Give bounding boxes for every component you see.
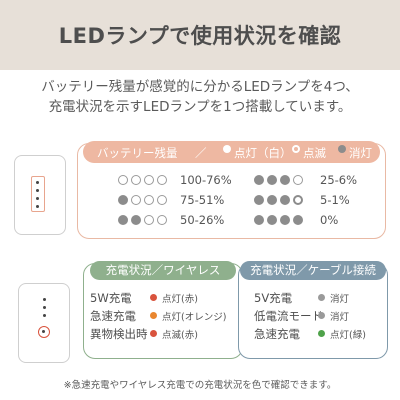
wireless-header: 充電状況／ワイヤレス (90, 261, 236, 280)
cable-mode-label: 急速充電 (254, 327, 300, 341)
cable-led-state: 点灯(緑) (330, 330, 366, 341)
charging-led-icon (38, 326, 50, 338)
battery-legend-header: バッテリー残量 ／ 点灯（白） 点滅 消灯 (83, 141, 380, 163)
battery-led-off-icon (157, 195, 167, 205)
battery-led-on-icon (118, 215, 128, 225)
battery-led-off-icon (144, 195, 154, 205)
cable-mode-label: 低電流モード (254, 309, 323, 323)
battery-level-label: 25-6% (320, 173, 358, 187)
cable-mode-label: 5V充電 (254, 291, 293, 305)
battery-led-on-icon (267, 175, 277, 185)
battery-led-off-icon (131, 195, 141, 205)
battery-led-on-icon (280, 195, 290, 205)
battery-led-on-icon (254, 215, 264, 225)
page-title: LEDランプで使用状況を確認 (58, 24, 342, 48)
battery-led-strip (31, 176, 45, 212)
legend-off-icon (338, 145, 346, 153)
battery-header-label: バッテリー残量 (97, 146, 178, 160)
battery-led-off-icon (157, 215, 167, 225)
battery-led-on-icon (293, 215, 303, 225)
cable-led-state: 消灯 (330, 294, 350, 305)
cable-header: 充電状況／ケーブル接続 (240, 261, 386, 280)
status-led-icon (150, 312, 157, 319)
battery-led-off-icon (144, 175, 154, 185)
battery-led-off-icon (118, 175, 128, 185)
legend-off-label: 消灯 (349, 146, 372, 160)
intro-line-2: 充電状況を示すLEDランプを1つ搭載しています。 (48, 99, 352, 115)
wireless-led-state: 点灯(赤) (162, 294, 198, 305)
battery-led-off-icon (131, 175, 141, 185)
battery-led-on-icon (118, 195, 128, 205)
legend-slash: ／ (195, 146, 207, 160)
battery-led-on-icon (267, 215, 277, 225)
battery-level-label: 50-26% (180, 213, 225, 227)
legend-on-icon (223, 145, 231, 153)
legend-blink-icon (292, 145, 300, 153)
intro-line-1: バッテリー残量が感覚的に分かるLEDランプを4つ、 (41, 79, 359, 95)
battery-led-on-icon (254, 195, 264, 205)
footnote: ※急速充電やワイヤレス充電での充電状況を色で確認できます。 (63, 380, 337, 391)
status-led-icon (318, 312, 325, 319)
battery-led-blink-icon (293, 195, 303, 205)
status-led-icon (150, 330, 157, 337)
battery-level-label: 75-51% (180, 193, 225, 207)
device-illustration-charging (18, 283, 70, 363)
battery-led-on-icon (280, 175, 290, 185)
battery-led-off-icon (293, 175, 303, 185)
battery-led-on-icon (267, 195, 277, 205)
wireless-led-state: 点滅(赤) (162, 330, 198, 341)
battery-led-on-icon (280, 215, 290, 225)
wireless-led-state: 点灯(オレンジ) (162, 312, 227, 323)
wireless-mode-label: 異物検出時 (90, 327, 148, 341)
battery-led-on-icon (131, 215, 141, 225)
battery-led-off-icon (144, 215, 154, 225)
legend-on-label: 点灯（白） (234, 146, 292, 160)
battery-level-label: 100-76% (180, 173, 232, 187)
battery-led-on-icon (254, 175, 264, 185)
title-banner (0, 0, 400, 70)
wireless-mode-label: 急速充電 (90, 309, 136, 323)
cable-led-state: 消灯 (330, 312, 350, 323)
wireless-mode-label: 5W充電 (90, 291, 132, 305)
battery-led-off-icon (157, 175, 167, 185)
status-led-icon (318, 294, 325, 301)
device-illustration-battery (14, 155, 66, 235)
legend-blink-label: 点滅 (303, 146, 326, 160)
status-led-icon (150, 294, 157, 301)
battery-level-label: 5-1% (320, 193, 350, 207)
status-led-icon (318, 330, 325, 337)
battery-level-label: 0% (320, 213, 339, 227)
